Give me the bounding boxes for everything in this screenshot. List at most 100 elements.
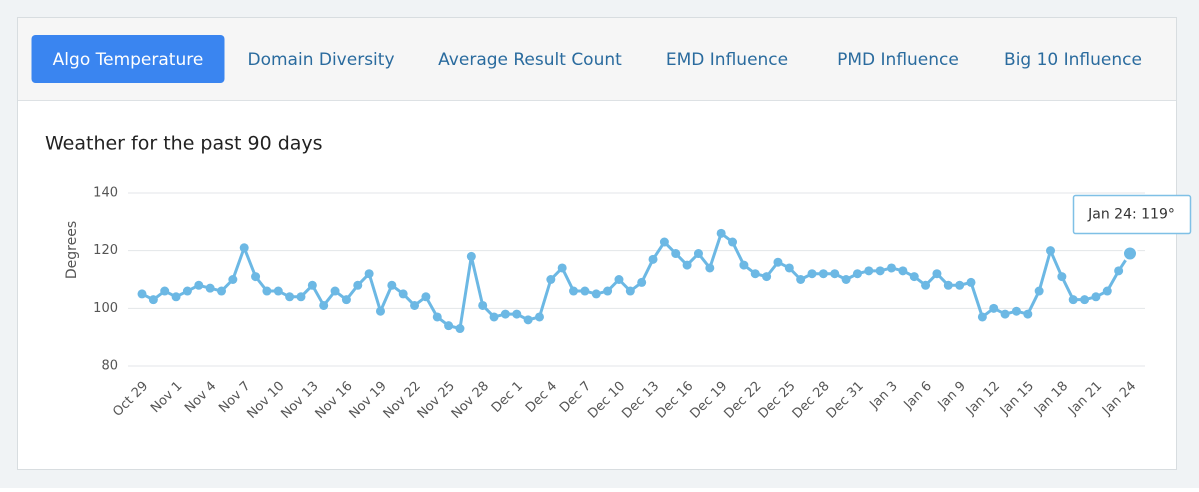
- point: [251, 272, 261, 282]
- point: [1023, 309, 1033, 319]
- point: [410, 300, 420, 310]
- point: [625, 286, 635, 296]
- point: [887, 263, 897, 273]
- point: [1057, 272, 1067, 282]
- point: [1011, 306, 1021, 316]
- point: [637, 277, 647, 287]
- tooltip-text: Jan 24: 119°: [1087, 207, 1175, 223]
- tab[interactable]: Domain Diversity: [248, 50, 395, 70]
- point: [466, 251, 476, 261]
- point: [1091, 292, 1101, 302]
- tab[interactable]: PMD Influence: [837, 50, 959, 70]
- point: [830, 269, 840, 279]
- point: [296, 292, 306, 302]
- point: [478, 300, 488, 310]
- point: [148, 295, 158, 305]
- point: [1080, 295, 1090, 305]
- point: [262, 286, 272, 296]
- point: [489, 312, 499, 322]
- point: [364, 269, 374, 279]
- point: [671, 249, 681, 259]
- point: [160, 286, 170, 296]
- y-tick-label: 120: [93, 243, 118, 258]
- y-tick-label: 140: [93, 186, 118, 201]
- point: [966, 277, 976, 287]
- point: [739, 260, 749, 270]
- point: [1034, 286, 1044, 296]
- point: [796, 275, 806, 284]
- point: [693, 249, 703, 259]
- point: [750, 269, 760, 279]
- tooltip-box: [1072, 194, 1192, 235]
- tab[interactable]: Algo Temperature: [53, 50, 204, 70]
- point: [387, 280, 397, 290]
- point: [341, 295, 351, 305]
- point: [523, 315, 533, 325]
- point: [398, 289, 408, 299]
- point: [921, 280, 931, 290]
- point: [137, 289, 147, 299]
- point: [182, 286, 192, 296]
- point: [705, 263, 715, 273]
- point: [943, 280, 953, 290]
- tab[interactable]: Average Result Count: [438, 50, 622, 70]
- point: [875, 266, 885, 276]
- point: [353, 280, 363, 290]
- point: [500, 309, 510, 319]
- point: [330, 286, 340, 296]
- point: [557, 263, 567, 273]
- point: [216, 286, 226, 296]
- point: [784, 263, 794, 273]
- y-tick-label: 100: [93, 301, 118, 316]
- point: [682, 260, 692, 270]
- point: [512, 309, 522, 319]
- point: [1000, 309, 1010, 319]
- point: [194, 280, 204, 290]
- point: [762, 272, 772, 282]
- point: [375, 306, 385, 316]
- chart-title: Weather for the past 90 days: [45, 133, 323, 155]
- point: [421, 292, 431, 302]
- point: [614, 275, 624, 284]
- point: [1114, 266, 1124, 276]
- point: [171, 292, 181, 302]
- point: [603, 286, 613, 296]
- point: [909, 272, 919, 282]
- point: [455, 324, 465, 334]
- point: [285, 292, 295, 302]
- point: [319, 300, 329, 310]
- point: [852, 269, 862, 279]
- point: [818, 269, 828, 279]
- point: [977, 312, 987, 322]
- point: [955, 280, 965, 290]
- point: [273, 286, 283, 296]
- line: [141, 231, 1132, 331]
- point: [1102, 286, 1112, 296]
- point: [841, 275, 851, 284]
- point: [591, 289, 601, 299]
- point: [1068, 295, 1078, 305]
- point: [307, 280, 317, 290]
- point: [728, 237, 738, 247]
- point: [659, 237, 669, 247]
- point: [648, 254, 658, 264]
- tab[interactable]: EMD Influence: [666, 50, 788, 70]
- point: [569, 286, 579, 296]
- point: [807, 269, 817, 279]
- point: [228, 275, 238, 284]
- y-axis-label: Degrees: [64, 221, 80, 279]
- point: [205, 283, 215, 293]
- highlighted-point: [1122, 245, 1138, 262]
- active-tab[interactable]: [31, 35, 225, 83]
- point: [444, 321, 454, 331]
- point: [864, 266, 874, 276]
- point: [932, 269, 942, 279]
- tab[interactable]: Big 10 Influence: [1004, 50, 1142, 70]
- point: [432, 312, 442, 322]
- point: [580, 286, 590, 296]
- point: [1046, 246, 1056, 256]
- point: [239, 243, 249, 253]
- point: [773, 257, 783, 267]
- point: [898, 266, 908, 276]
